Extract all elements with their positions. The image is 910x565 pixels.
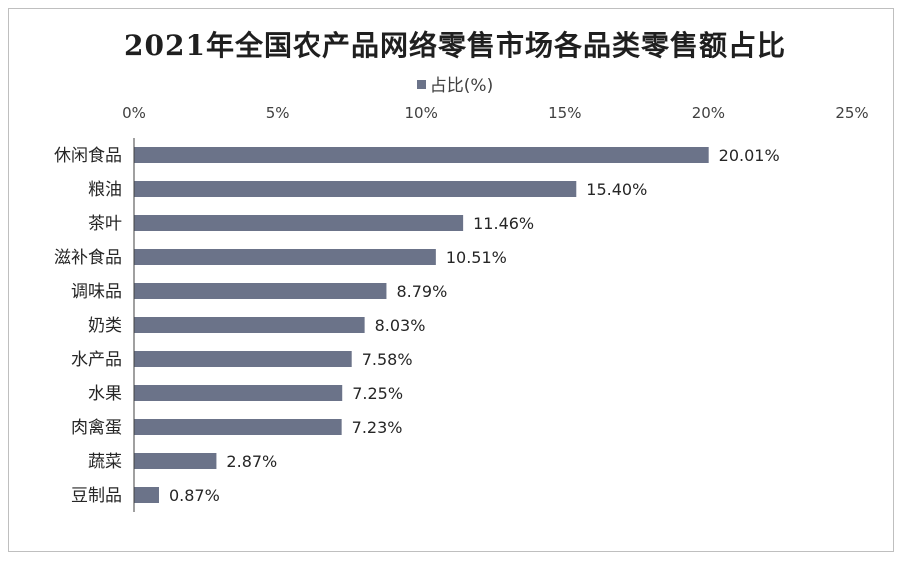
data-label: 8.03% bbox=[375, 316, 426, 335]
x-tick-label: 25% bbox=[835, 104, 868, 122]
bar bbox=[134, 147, 709, 163]
bar bbox=[134, 385, 343, 401]
data-label: 15.40% bbox=[586, 180, 647, 199]
category-label: 茶叶 bbox=[88, 214, 122, 234]
bar bbox=[134, 215, 464, 231]
data-label: 7.23% bbox=[352, 418, 403, 437]
x-tick-label: 15% bbox=[548, 104, 581, 122]
category-label: 粮油 bbox=[88, 180, 122, 200]
category-label: 调味品 bbox=[71, 282, 122, 302]
data-label: 2.87% bbox=[226, 452, 277, 471]
data-label: 10.51% bbox=[446, 248, 507, 267]
bar bbox=[134, 181, 577, 197]
x-tick-label: 10% bbox=[405, 104, 438, 122]
category-label: 水产品 bbox=[71, 350, 122, 370]
data-label: 20.01% bbox=[719, 146, 780, 165]
category-label: 滋补食品 bbox=[54, 248, 122, 268]
data-label: 11.46% bbox=[473, 214, 534, 233]
category-label: 水果 bbox=[88, 384, 122, 404]
legend-label: 占比(%) bbox=[429, 76, 494, 96]
x-tick-label: 20% bbox=[692, 104, 725, 122]
category-label: 豆制品 bbox=[71, 486, 122, 506]
chart-legend: 占比(%) bbox=[0, 71, 910, 96]
category-label: 奶类 bbox=[88, 316, 122, 336]
x-tick-label: 0% bbox=[122, 104, 146, 122]
data-label: 8.79% bbox=[396, 282, 447, 301]
bar bbox=[134, 487, 159, 503]
category-label: 休闲食品 bbox=[54, 146, 122, 166]
bar bbox=[134, 351, 352, 367]
bar bbox=[134, 249, 436, 265]
bar bbox=[134, 453, 217, 469]
category-label: 肉禽蛋 bbox=[71, 418, 122, 438]
data-label: 7.25% bbox=[352, 384, 403, 403]
bar bbox=[134, 419, 342, 435]
bar bbox=[134, 317, 365, 333]
chart-title: 2021年全国农产品网络零售市场各品类零售额占比 bbox=[124, 29, 786, 62]
x-tick-label: 5% bbox=[266, 104, 290, 122]
bar bbox=[134, 283, 387, 299]
category-label: 蔬菜 bbox=[88, 452, 122, 472]
data-label: 7.58% bbox=[362, 350, 413, 369]
data-label: 0.87% bbox=[169, 486, 220, 505]
legend-swatch bbox=[416, 79, 426, 89]
